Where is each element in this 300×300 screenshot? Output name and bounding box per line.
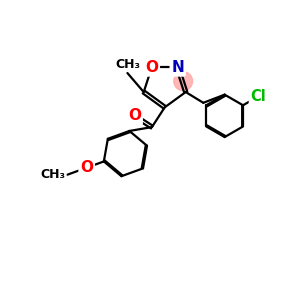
Text: O: O bbox=[145, 60, 158, 75]
Text: N: N bbox=[171, 60, 184, 75]
Text: CH₃: CH₃ bbox=[41, 168, 66, 181]
Text: CH₃: CH₃ bbox=[115, 58, 140, 71]
Circle shape bbox=[174, 72, 193, 91]
Text: Cl: Cl bbox=[250, 89, 266, 104]
Text: O: O bbox=[128, 108, 141, 123]
Text: O: O bbox=[80, 160, 93, 175]
